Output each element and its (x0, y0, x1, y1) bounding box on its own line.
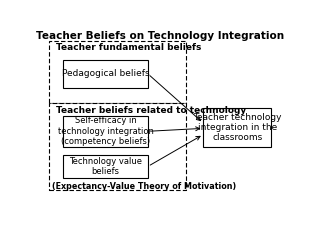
Text: Teacher beliefs related to technology: Teacher beliefs related to technology (56, 106, 246, 115)
Bar (63, 155, 148, 178)
Bar (63, 116, 148, 146)
Text: Teacher Beliefs on Technology Integration: Teacher Beliefs on Technology Integratio… (36, 31, 284, 41)
Bar (203, 108, 271, 146)
Bar (49, 41, 187, 103)
Text: Teacher technology
integration in the
classrooms: Teacher technology integration in the cl… (193, 112, 281, 142)
Text: Teacher fundamental beliefs: Teacher fundamental beliefs (56, 43, 201, 52)
Bar (49, 103, 187, 190)
Text: Technology value
beliefs: Technology value beliefs (69, 157, 142, 176)
Text: Self-efficacy in
technology integration
(competency beliefs): Self-efficacy in technology integration … (57, 117, 154, 146)
Text: (Expectancy-Value Theory of Motivation): (Expectancy-Value Theory of Motivation) (52, 182, 236, 191)
Text: Pedagogical beliefs: Pedagogical beliefs (62, 69, 149, 78)
Bar (63, 60, 148, 88)
